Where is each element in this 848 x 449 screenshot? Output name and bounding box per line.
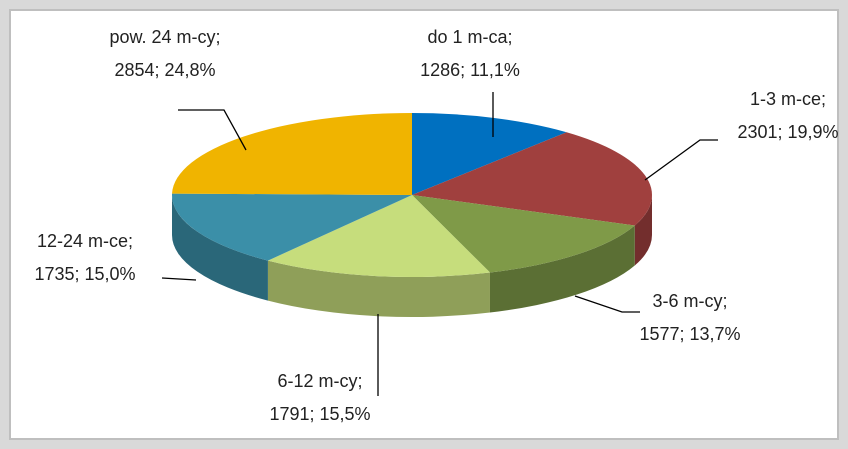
slice bbox=[267, 195, 490, 277]
slice-side bbox=[172, 195, 268, 301]
slice bbox=[412, 113, 567, 195]
leader-line bbox=[574, 295, 640, 313]
data-label-category: 3-6 m-cy; bbox=[652, 291, 727, 311]
data-label-category: 1-3 m-ce; bbox=[750, 89, 826, 109]
slice bbox=[412, 195, 635, 273]
leader-line bbox=[644, 139, 718, 181]
slice-side bbox=[634, 195, 652, 266]
data-label-value: 2854; 24,8% bbox=[114, 60, 215, 80]
data-label-category: pow. 24 m-cy; bbox=[109, 27, 220, 47]
data-label-value: 1791; 15,5% bbox=[269, 404, 370, 424]
data-label-category: do 1 m-ca; bbox=[427, 27, 512, 47]
data-label-category: 12-24 m-ce; bbox=[37, 231, 133, 251]
leader-lines bbox=[161, 92, 718, 396]
data-label-value: 1735; 15,0% bbox=[34, 264, 135, 284]
data-label-category: 6-12 m-cy; bbox=[277, 371, 362, 391]
slice bbox=[412, 132, 653, 226]
slice bbox=[172, 113, 412, 195]
leader-line bbox=[161, 277, 197, 281]
slice-side bbox=[489, 225, 635, 313]
data-label-value: 2301; 19,9% bbox=[737, 122, 838, 142]
slice-side bbox=[267, 260, 490, 318]
data-label-value: 1577; 13,7% bbox=[639, 324, 740, 344]
leader-line bbox=[178, 109, 247, 151]
data-label-value: 1286; 11,1% bbox=[420, 60, 520, 80]
slice bbox=[172, 193, 412, 261]
